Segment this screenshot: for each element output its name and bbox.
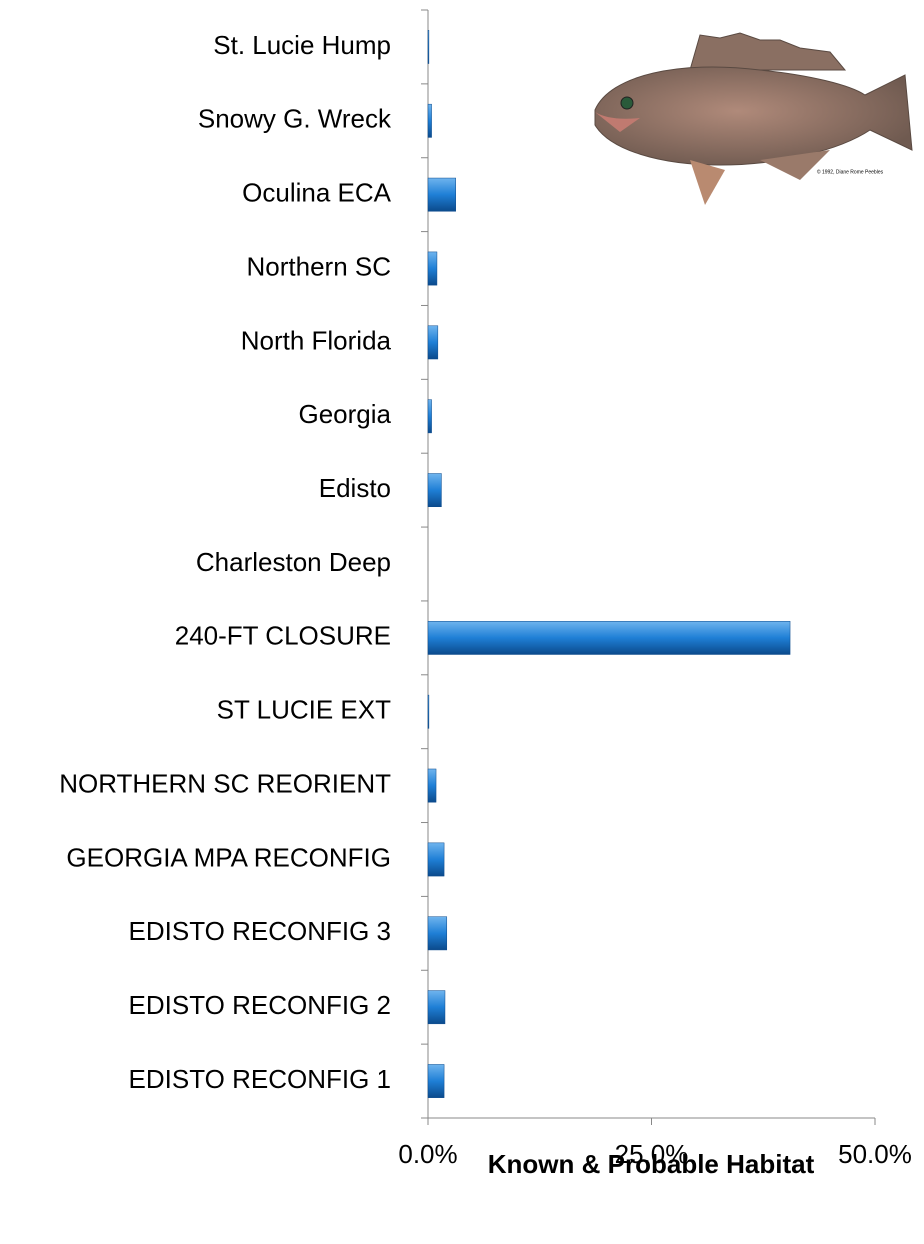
x-tick-label: 0.0% bbox=[398, 1139, 457, 1169]
y-tick-label: Charleston Deep bbox=[196, 547, 391, 577]
bar bbox=[428, 621, 790, 654]
bar bbox=[428, 252, 437, 285]
bar bbox=[428, 843, 444, 876]
chart: © 1992, Diane Rome Peebles Known & Proba… bbox=[0, 0, 924, 1239]
x-tick-label: 50.0% bbox=[838, 1139, 912, 1169]
y-tick-label: St. Lucie Hump bbox=[213, 30, 391, 60]
y-tick-label: Northern SC bbox=[247, 251, 392, 281]
x-tick-label: 25.0% bbox=[615, 1139, 689, 1169]
y-tick-label: EDISTO RECONFIG 1 bbox=[129, 1064, 391, 1094]
y-tick-label: Georgia bbox=[299, 399, 392, 429]
bar bbox=[428, 1064, 444, 1097]
fish-illustration: © 1992, Diane Rome Peebles bbox=[595, 33, 912, 205]
bar bbox=[428, 326, 438, 359]
bar bbox=[428, 474, 441, 507]
bar bbox=[428, 917, 447, 950]
bar bbox=[428, 400, 432, 433]
y-tick-label: Oculina ECA bbox=[242, 178, 391, 208]
page: © 1992, Diane Rome Peebles Known & Proba… bbox=[0, 0, 924, 1244]
bar bbox=[428, 769, 436, 802]
y-tick-label: EDISTO RECONFIG 2 bbox=[129, 990, 391, 1020]
bar bbox=[428, 104, 432, 137]
y-tick-label: NORTHERN SC REORIENT bbox=[59, 768, 391, 798]
y-tick-label: 240-FT CLOSURE bbox=[175, 621, 391, 651]
y-tick-label: GEORGIA MPA RECONFIG bbox=[66, 842, 391, 872]
y-tick-label: North Florida bbox=[241, 325, 392, 355]
y-tick-label: EDISTO RECONFIG 3 bbox=[129, 916, 391, 946]
bar bbox=[428, 991, 445, 1024]
image-credit: © 1992, Diane Rome Peebles bbox=[817, 168, 884, 175]
bar bbox=[428, 178, 456, 211]
y-tick-label: ST LUCIE EXT bbox=[217, 695, 391, 725]
bar bbox=[428, 695, 429, 728]
y-tick-label: Snowy G. Wreck bbox=[198, 104, 392, 134]
bar bbox=[428, 30, 429, 63]
y-tick-label: Edisto bbox=[319, 473, 391, 503]
